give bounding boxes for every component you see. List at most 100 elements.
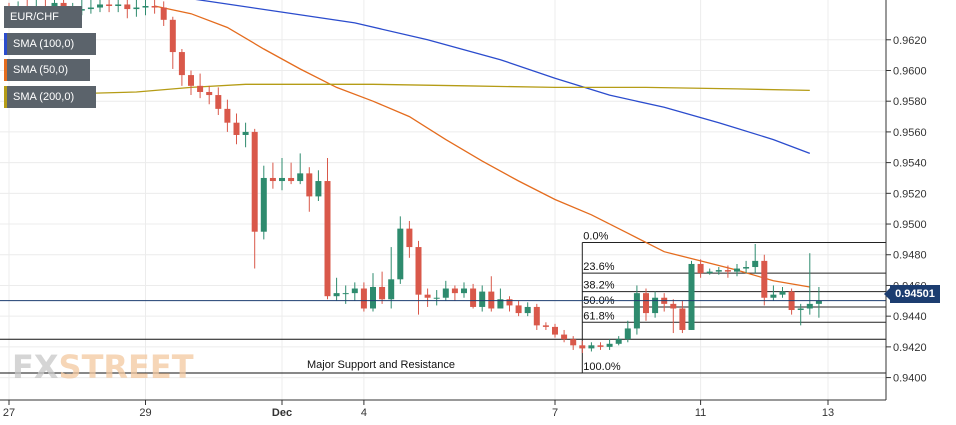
candle-body: [333, 293, 340, 297]
x-axis: 27 29 Dec 4 7 11 13: [3, 400, 834, 419]
candle-body: [542, 325, 549, 327]
support-line-label: Major Support and Resistance: [307, 359, 455, 371]
candle-body: [552, 326, 558, 335]
candle-body: [297, 173, 304, 182]
candle-body: [342, 293, 349, 295]
candle-body: [633, 293, 640, 329]
legend-label: SMA (100,0): [13, 38, 75, 50]
candle-body: [606, 343, 613, 347]
candle-body: [779, 291, 786, 295]
candle-body: [269, 177, 276, 182]
y-tick-label: 0.9500: [893, 219, 927, 231]
candle-body: [87, 7, 94, 10]
y-tick-label: 0.9620: [893, 35, 927, 47]
candle-body: [643, 293, 649, 314]
sma-line: [8, 83, 810, 96]
candle-body: [360, 288, 367, 309]
candle-body: [215, 95, 222, 109]
candle-body: [461, 288, 467, 294]
fib-level-label: 61.8%: [583, 310, 614, 322]
candle-body: [715, 270, 722, 272]
candle-body: [260, 177, 267, 232]
candle-body: [497, 299, 504, 309]
x-tick-label: 27: [3, 407, 15, 419]
candle-body: [752, 260, 759, 268]
y-tick-label: 0.9520: [893, 188, 927, 200]
candle-body: [115, 4, 122, 6]
candle-body: [706, 271, 713, 274]
candle-body: [451, 288, 458, 294]
candle-body: [479, 291, 486, 307]
candle-body: [597, 345, 604, 347]
candle-body: [652, 297, 659, 314]
legend-sma-200[interactable]: SMA (200,0): [4, 86, 96, 108]
y-tick-label: 0.9560: [893, 127, 927, 139]
candle-body: [524, 306, 531, 314]
candle-body: [697, 263, 704, 274]
legend-swatch: [4, 33, 7, 55]
candle-body: [579, 345, 586, 349]
x-tick-label: 29: [139, 407, 151, 419]
candle-body: [815, 300, 822, 304]
candle-body: [406, 228, 413, 248]
candle-body: [142, 6, 149, 8]
candle-body: [561, 334, 568, 340]
x-tick-label: Dec: [272, 407, 292, 419]
candle-body: [679, 308, 686, 330]
candle-body: [442, 288, 449, 298]
x-tick-label: 7: [552, 407, 558, 419]
legend-label: SMA (50,0): [13, 64, 69, 76]
current-price-tag: 0.94501: [884, 285, 940, 303]
candle-body: [188, 75, 194, 86]
candle-body: [806, 303, 813, 309]
candle-body: [224, 108, 231, 123]
candle-body: [797, 308, 804, 311]
candle-body: [424, 294, 431, 298]
candle-body: [124, 4, 131, 10]
y-tick-label: 0.9400: [893, 373, 927, 385]
fib-level-label: 38.2%: [583, 280, 614, 292]
y-axis: 0.9620 0.9600 0.9580 0.9560 0.9540 0.9520 0.95…: [886, 35, 927, 385]
candle-body: [133, 7, 140, 10]
candle-body: [351, 288, 358, 294]
candlesticks: [6, 0, 822, 354]
candle-body: [233, 122, 240, 135]
candle-body: [397, 228, 404, 280]
fib-level-label: 100.0%: [583, 361, 621, 373]
candle-body: [306, 173, 313, 197]
y-tick-label: 0.9580: [893, 96, 927, 108]
candle-body: [197, 85, 204, 92]
x-tick-label: 11: [695, 407, 706, 419]
candle-body: [743, 267, 750, 269]
candle-body: [734, 268, 740, 272]
candle-body: [770, 294, 777, 298]
sma-line: [195, 0, 811, 155]
candle-body: [206, 91, 213, 96]
candle-body: [379, 286, 386, 300]
legend-swatch: [4, 86, 7, 108]
candle-body: [370, 286, 376, 309]
legend-label: SMA (200,0): [13, 91, 75, 103]
candle-body: [242, 131, 249, 135]
candle-body: [315, 181, 322, 197]
y-tick-label: 0.9600: [893, 65, 927, 77]
candle-body: [324, 181, 331, 297]
y-tick-label: 0.9480: [893, 250, 927, 262]
candle-body: [588, 345, 595, 349]
fxstreet-logo: FXSTREET: [12, 348, 194, 386]
candle-body: [388, 279, 395, 300]
candle-body: [488, 291, 495, 309]
candle-body: [506, 299, 513, 306]
symbol-text: EUR/CHF: [10, 11, 59, 23]
grid-lines: [0, 0, 886, 400]
legend-sma-50[interactable]: SMA (50,0): [4, 59, 90, 81]
candle-body: [160, 7, 167, 20]
candle-body: [688, 263, 695, 330]
candle-body: [670, 303, 677, 309]
y-tick-label: 0.9420: [893, 342, 927, 354]
candle-body: [97, 4, 103, 8]
x-tick-label: 13: [822, 407, 834, 419]
symbol-label[interactable]: EUR/CHF: [4, 6, 82, 28]
legend-sma-100[interactable]: SMA (100,0): [4, 33, 96, 55]
